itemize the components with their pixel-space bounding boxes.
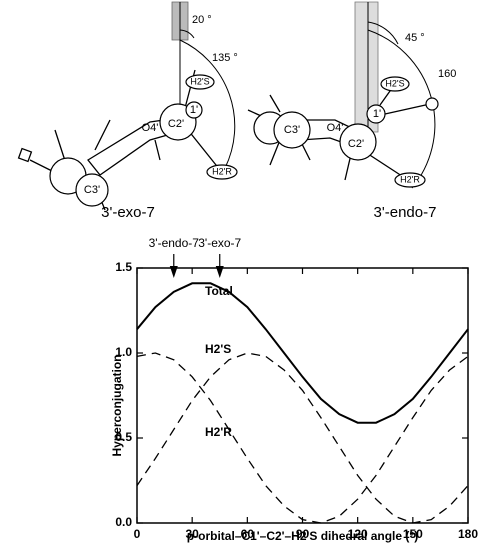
- atom-label: H2'S: [385, 78, 404, 88]
- plot-frame: [137, 268, 468, 523]
- x-axis-label: p-orbital–C1'–C2'–H2'S dihedral angle (°…: [187, 529, 418, 543]
- annotation-label: 3'-endo-7: [149, 236, 200, 250]
- atom-label: O4': [327, 122, 344, 134]
- figure: C3' O4' C2' 1' H2'S H2'R 20 ° 135 ° 3'-e…: [0, 0, 495, 544]
- x-tick-label: 0: [134, 527, 141, 541]
- y-tick-label: 1.5: [115, 260, 132, 274]
- series-label: Total: [205, 284, 233, 298]
- atom-label: H2'R: [400, 174, 420, 184]
- series-label: H2'R: [205, 425, 232, 439]
- atom-label: C3': [284, 124, 300, 136]
- annotation-arrowhead: [216, 266, 224, 278]
- series-label: H2'S: [205, 342, 231, 356]
- caption: 3'-endo-7: [374, 204, 437, 221]
- caption: 3'-exo-7: [101, 204, 155, 221]
- angle-label: 20 °: [192, 14, 212, 26]
- series-line: [137, 353, 468, 523]
- annotation-arrowhead: [170, 266, 178, 278]
- angle-label: 45 °: [405, 32, 425, 44]
- atom-label: 1': [190, 104, 198, 116]
- right-molecule: C3' O4' C2' 1' H2'S H2'R 45 ° 160 3'-end…: [248, 2, 456, 221]
- annotation-label: 3'-exo-7: [198, 236, 241, 250]
- series-line: [137, 353, 468, 523]
- series-line: [137, 283, 468, 422]
- atom-label: C2': [348, 138, 364, 150]
- atom-label: O4': [142, 122, 159, 134]
- y-axis-label: Hyperconjugation: [110, 354, 124, 456]
- angle-label: 160: [438, 68, 456, 80]
- atom-label: 1': [373, 108, 381, 120]
- left-molecule: C3' O4' C2' 1' H2'S H2'R 20 ° 135 ° 3'-e…: [19, 2, 238, 221]
- angle-label: 135 °: [212, 52, 238, 64]
- atom-label: C2': [168, 118, 184, 130]
- x-tick-label: 180: [458, 527, 478, 541]
- y-tick-label: 0.0: [115, 515, 132, 529]
- atom-label: H2'S: [190, 76, 209, 86]
- atom-label: C3': [84, 184, 100, 196]
- atom-label: H2'R: [212, 166, 232, 176]
